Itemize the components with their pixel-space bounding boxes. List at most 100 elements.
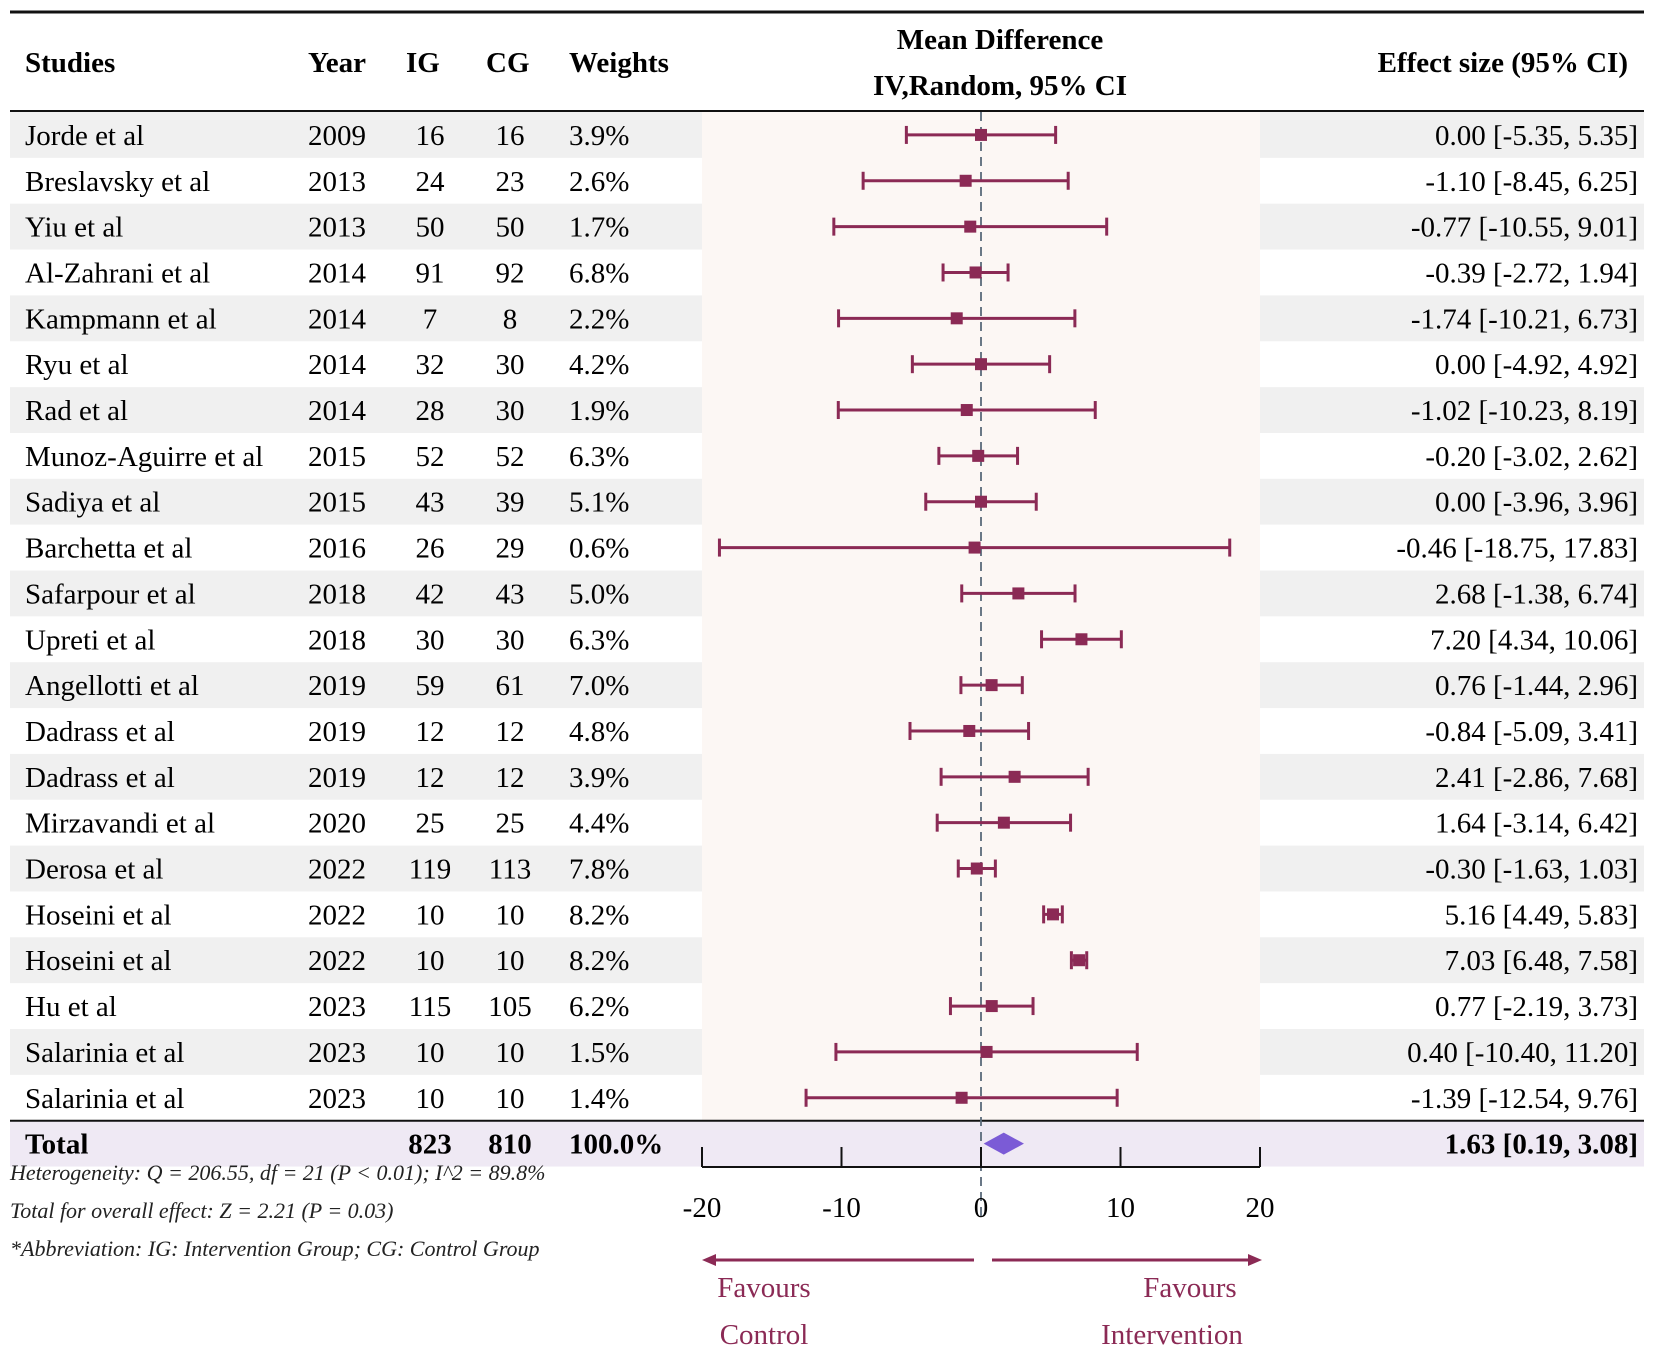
study-name: Hoseini et al (25, 945, 172, 977)
study-cg: 43 (496, 578, 525, 610)
study-weight: 8.2% (569, 945, 629, 977)
header-md-line2: IV,Random, 95% CI (873, 70, 1127, 102)
x-tick-label: 0 (974, 1192, 989, 1224)
effect-marker (1008, 770, 1021, 783)
study-name: Salarinia et al (25, 1037, 184, 1069)
study-year: 2019 (308, 762, 366, 794)
study-year: 2023 (308, 991, 366, 1023)
study-cg: 30 (496, 624, 525, 656)
study-cg: 8 (503, 303, 518, 335)
study-year: 2009 (308, 120, 366, 152)
study-effect-size: 1.64 [-3.14, 6.42] (1435, 808, 1638, 840)
study-effect-size: -0.20 [-3.02, 2.62] (1425, 441, 1638, 473)
study-name: Derosa et al (25, 854, 164, 886)
row-shade (10, 937, 702, 984)
study-year: 2018 (308, 578, 366, 610)
row-shade (10, 478, 702, 525)
total-ig: 823 (408, 1129, 452, 1161)
study-name: Hoseini et al (25, 899, 172, 931)
study-weight: 8.2% (569, 899, 629, 931)
study-year: 2023 (308, 1037, 366, 1069)
row-shade (10, 662, 702, 709)
study-name: Mirzavandi et al (25, 808, 215, 840)
study-cg: 10 (496, 1083, 525, 1115)
study-effect-size: -0.30 [-1.63, 1.03] (1425, 854, 1638, 886)
header-ig: IG (406, 47, 440, 79)
background-layer (10, 10, 1644, 1167)
study-effect-size: -0.77 [-10.55, 9.01] (1411, 212, 1638, 244)
study-cg: 29 (496, 533, 525, 565)
study-name: Upreti et al (25, 624, 155, 656)
study-cg: 39 (496, 487, 525, 519)
total-row-background (10, 1120, 1644, 1167)
study-name: Dadrass et al (25, 716, 175, 748)
study-effect-size: -1.39 [-12.54, 9.76] (1411, 1083, 1638, 1115)
study-weight: 2.6% (569, 166, 629, 198)
study-year: 2022 (308, 854, 366, 886)
study-ig: 25 (416, 808, 445, 840)
favours-control-label-1: Favours (717, 1272, 810, 1304)
study-name: Sadiya et al (25, 487, 160, 519)
study-weight: 6.2% (569, 991, 629, 1023)
study-ig: 119 (409, 854, 451, 886)
study-ig: 7 (423, 303, 438, 335)
effect-marker (960, 404, 973, 417)
plot-layer (701, 112, 1262, 1266)
study-weight: 5.1% (569, 487, 629, 519)
study-ig: 28 (416, 395, 445, 427)
effect-marker (980, 1045, 993, 1058)
study-ig: 50 (416, 212, 445, 244)
study-name: Munoz-Aguirre et al (25, 441, 263, 473)
favours-control-label-2: Control (720, 1319, 809, 1351)
study-cg: 105 (488, 991, 532, 1023)
text-layer: Studies Year IG CG Weights Mean Difference IV,… (9, 24, 1638, 1351)
row-shade (10, 753, 702, 800)
effect-marker (985, 679, 998, 692)
row-shade (1260, 662, 1644, 709)
study-ig: 10 (416, 1083, 445, 1115)
effect-marker (975, 358, 987, 371)
effect-marker (1075, 633, 1088, 646)
header-effect-size: Effect size (95% CI) (1378, 47, 1628, 79)
row-shade (1260, 112, 1644, 158)
study-name: Angellotti et al (25, 670, 199, 702)
x-tick-label: 10 (1106, 1192, 1135, 1224)
study-effect-size: 0.00 [-3.96, 3.96] (1435, 487, 1638, 519)
total-effect-size: 1.63 [0.19, 3.08] (1445, 1129, 1638, 1161)
study-year: 2023 (308, 1083, 366, 1115)
row-shade (10, 295, 702, 342)
study-effect-size: 7.20 [4.34, 10.06] (1430, 624, 1638, 656)
study-ig: 32 (416, 349, 445, 381)
study-weight: 2.2% (569, 303, 629, 335)
study-cg: 16 (496, 120, 525, 152)
study-effect-size: 0.76 [-1.44, 2.96] (1435, 670, 1638, 702)
study-ig: 24 (416, 166, 446, 198)
row-shade (1260, 387, 1644, 433)
favours-control-arrowhead (702, 1254, 716, 1266)
total-weight: 100.0% (569, 1129, 663, 1161)
effect-marker (968, 541, 981, 554)
study-ig: 12 (416, 762, 445, 794)
study-effect-size: -0.84 [-5.09, 3.41] (1425, 716, 1638, 748)
study-ig: 42 (416, 578, 445, 610)
x-tick-label: -20 (683, 1192, 722, 1224)
effect-marker (950, 312, 963, 325)
row-shade (10, 845, 702, 892)
study-cg: 25 (496, 808, 525, 840)
header-md-line1: Mean Difference (897, 24, 1104, 56)
footnote-heterogeneity: Heterogeneity: Q = 206.55, df = 21 (P < … (9, 1160, 545, 1185)
study-weight: 1.7% (569, 212, 629, 244)
header-cg: CG (486, 47, 530, 79)
row-shade (1260, 478, 1644, 525)
study-year: 2013 (308, 166, 366, 198)
study-name: Salarinia et al (25, 1083, 184, 1115)
study-year: 2018 (308, 624, 366, 656)
study-weight: 7.8% (569, 854, 629, 886)
study-cg: 12 (496, 762, 525, 794)
study-name: Dadrass et al (25, 762, 175, 794)
study-ig: 43 (416, 487, 445, 519)
study-cg: 50 (496, 212, 525, 244)
study-year: 2015 (308, 441, 366, 473)
favours-intervention-label-2: Intervention (1101, 1319, 1243, 1351)
